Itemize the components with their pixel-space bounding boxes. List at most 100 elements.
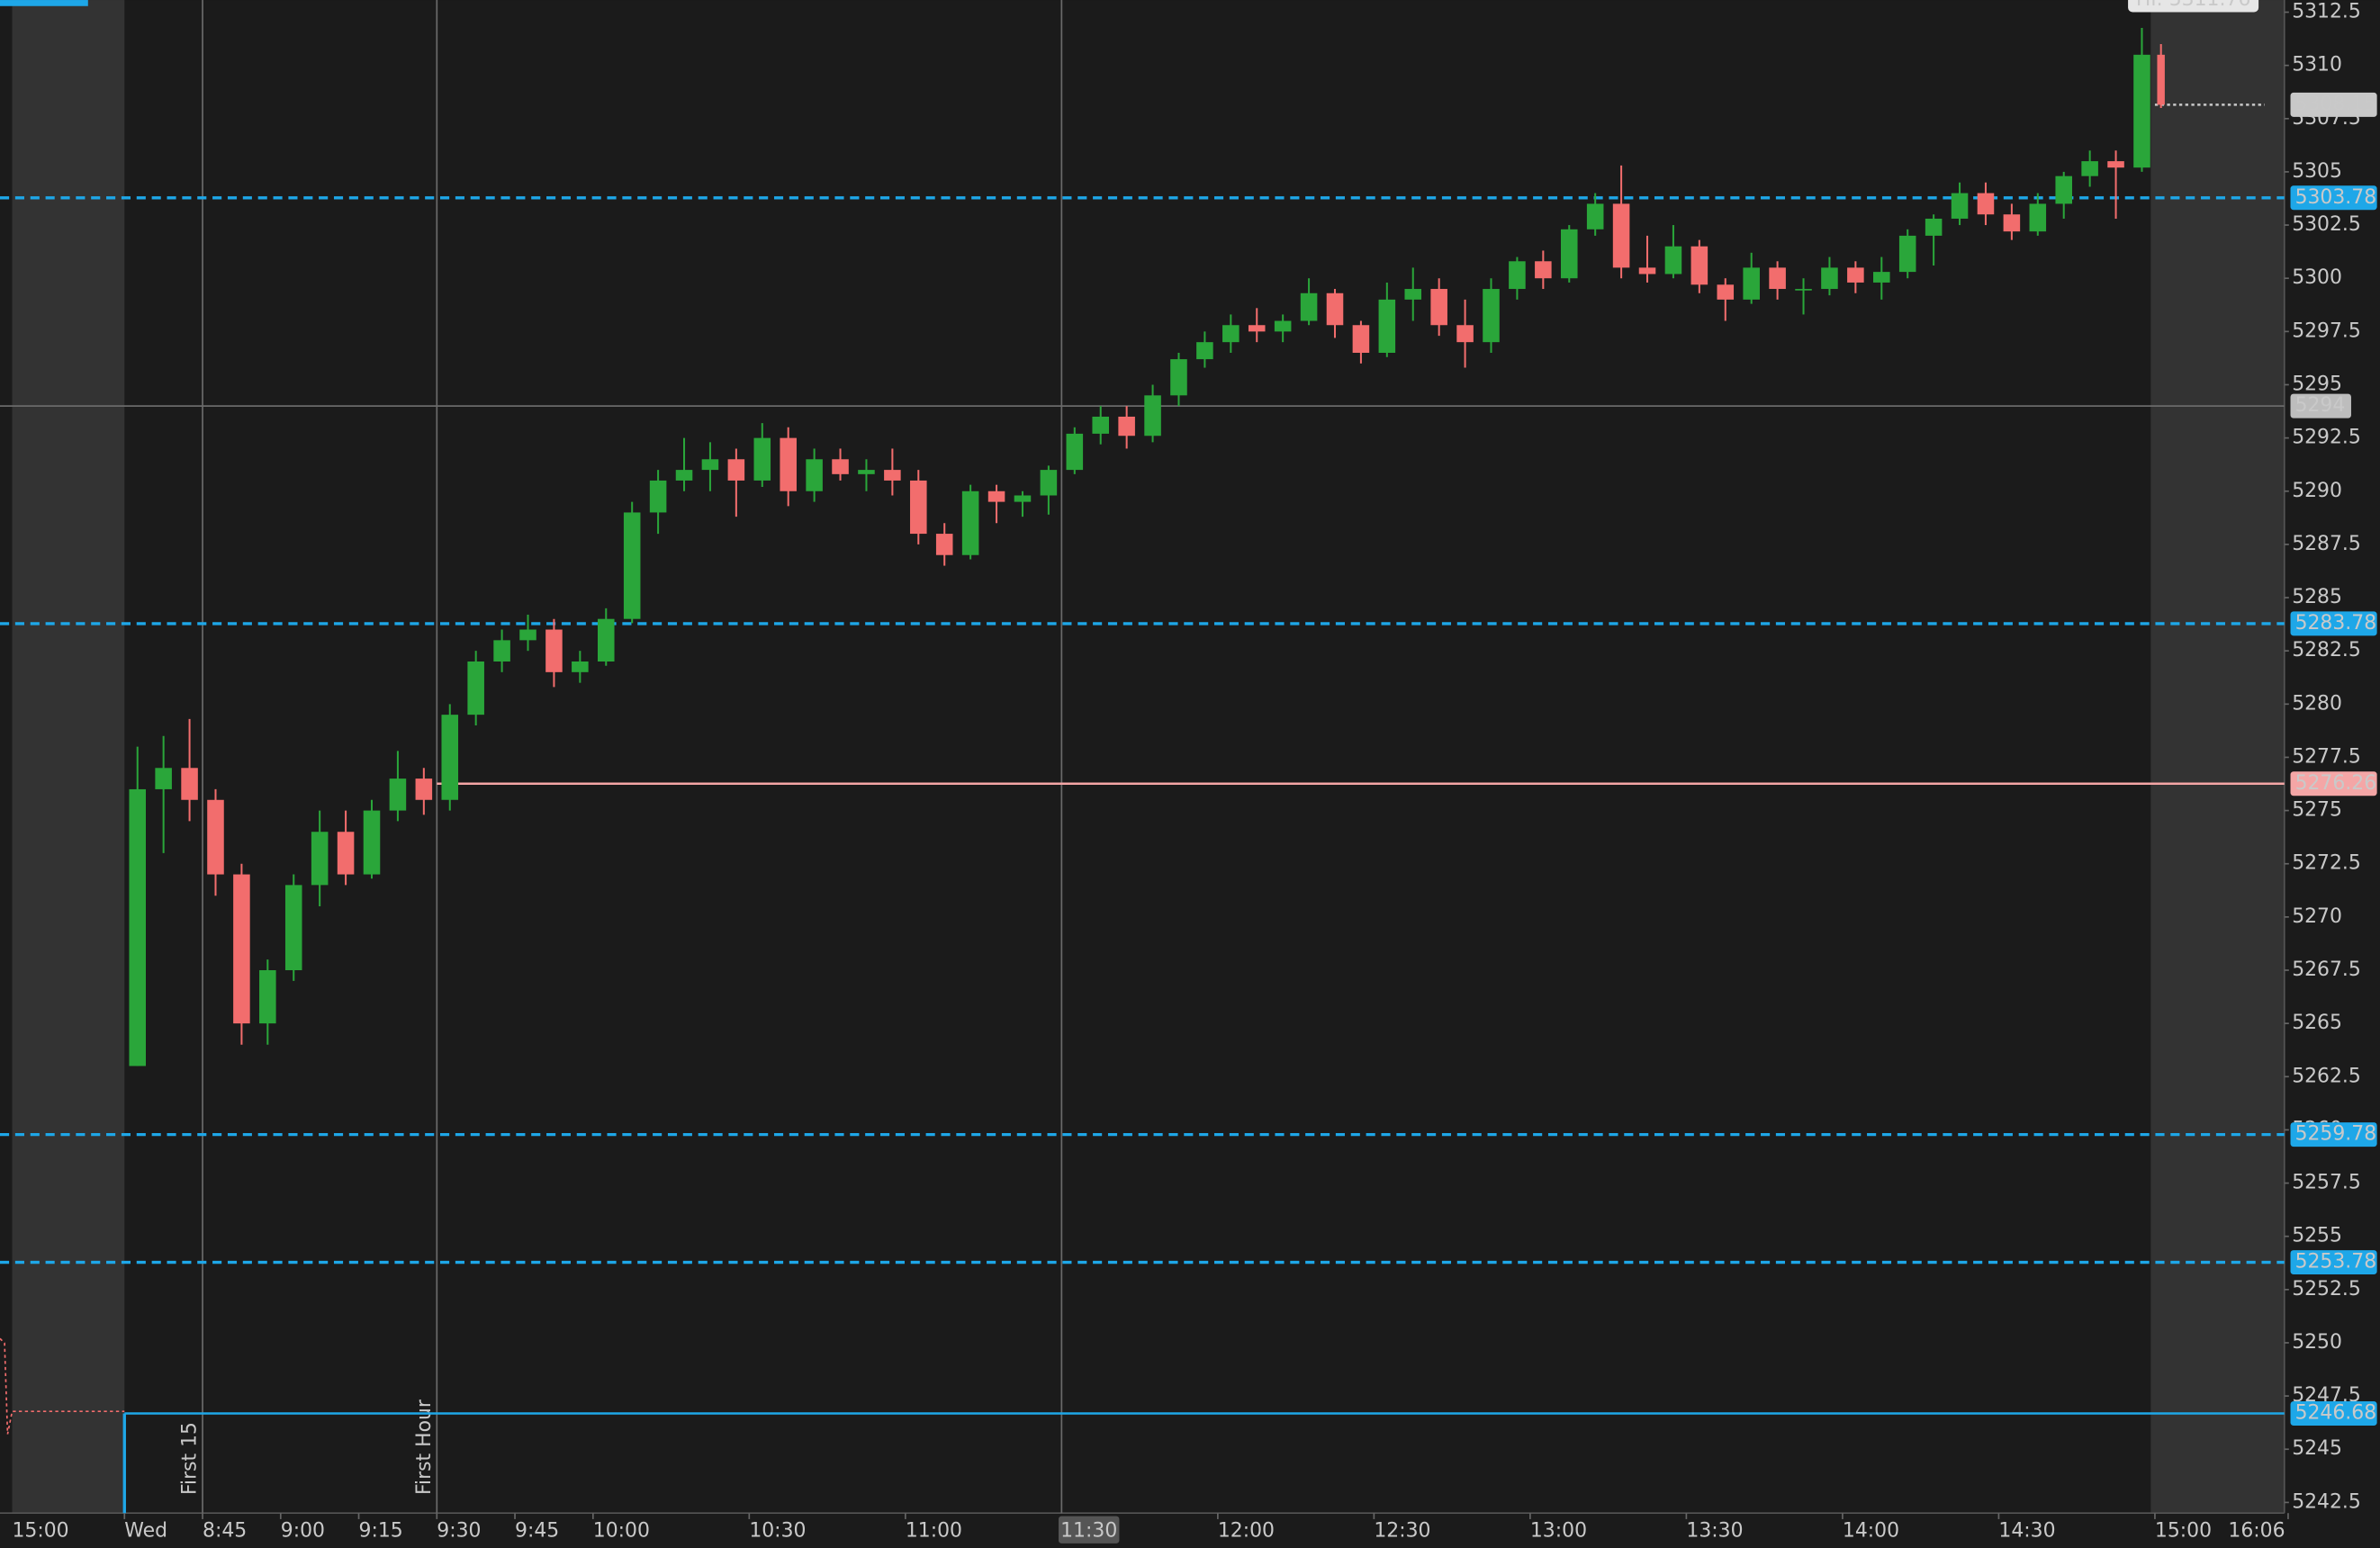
candle-body — [597, 618, 615, 662]
price-bubble-label: 5259.78 — [2295, 1123, 2377, 1146]
x-tick-label: Wed — [124, 1519, 167, 1542]
candle-body — [1717, 284, 1735, 300]
candle-body — [1847, 267, 1864, 283]
crosshair-x-bubble — [1058, 1516, 1120, 1544]
candle-body — [2029, 203, 2047, 232]
x-tick-label: 12:00 — [1218, 1519, 1275, 1542]
y-tick-label: 5245 — [2292, 1437, 2342, 1460]
y-tick-label: 5242.5 — [2292, 1490, 2361, 1513]
candle-body — [1300, 292, 1318, 321]
candle-body — [623, 512, 641, 619]
candle-body — [858, 470, 875, 474]
x-tick-label: 12:30 — [1374, 1519, 1430, 1542]
candle-body — [1560, 229, 1578, 279]
candle-body — [1456, 325, 1474, 343]
y-tick-label: 5272.5 — [2292, 852, 2361, 875]
price-bubble — [2290, 771, 2377, 796]
candle-body — [545, 629, 563, 672]
x-tick-label: 9:00 — [281, 1519, 325, 1542]
price-bubble — [2290, 1122, 2377, 1148]
candle-body — [1925, 218, 1943, 236]
y-tick-label: 5285 — [2292, 586, 2342, 608]
candle-body — [1535, 261, 1552, 279]
candle-body — [155, 768, 172, 789]
y-tick-label: 5300 — [2292, 266, 2342, 289]
y-tick-label: 5255 — [2292, 1225, 2342, 1247]
candle-body — [1430, 289, 1447, 326]
candle-body — [207, 799, 224, 875]
price-bubble-label: 5283.78 — [2295, 612, 2377, 634]
y-tick-label: 5290 — [2292, 480, 2342, 502]
candle-body — [1795, 289, 1812, 291]
candle-body — [1404, 289, 1422, 300]
candle-body — [1690, 246, 1708, 285]
y-tick-label: 5295 — [2292, 373, 2342, 395]
candle-body — [1821, 267, 1838, 290]
high-annotation: Hi: 5311.76 — [2136, 0, 2251, 11]
candle-body — [727, 459, 745, 481]
candle-body — [1378, 299, 1396, 354]
x-tick-label: 11:00 — [906, 1519, 962, 1542]
candle-body — [1222, 325, 1240, 343]
candle-body — [935, 534, 953, 555]
price-bubble-label: 5303.78 — [2295, 186, 2377, 209]
candle-body — [337, 832, 355, 875]
candle-body — [1664, 246, 1682, 274]
candle-body — [441, 715, 459, 800]
price-bubble-label: 5276.26 — [2295, 772, 2377, 795]
price-bubble — [2290, 185, 2377, 211]
candle-body — [1898, 235, 1916, 273]
candle-body — [987, 490, 1005, 502]
candle-body — [910, 480, 927, 535]
x-tick-label: 15:00 — [2155, 1519, 2212, 1542]
x-tick-label: 10:30 — [749, 1519, 806, 1542]
y-tick-label: 5277.5 — [2292, 745, 2361, 768]
x-tick-label: 10:00 — [593, 1519, 650, 1542]
price-bubble-label: 5308.15 — [2295, 93, 2377, 115]
x-tick-label: 9:30 — [437, 1519, 481, 1542]
candle-body — [1483, 289, 1500, 343]
candle-body — [519, 629, 536, 641]
candle-body — [572, 662, 589, 672]
candle-body — [1118, 416, 1135, 436]
x-tick-label: 15:00 — [12, 1519, 68, 1542]
price-bubble — [2290, 1250, 2377, 1275]
y-tick-label: 5282.5 — [2292, 639, 2361, 662]
y-tick-label: 5312.5 — [2292, 1, 2361, 23]
candle-body — [753, 437, 771, 481]
candle-body — [311, 832, 329, 886]
marker-label: First Hour — [413, 1400, 436, 1495]
candle-body — [1586, 203, 1604, 230]
x-tick-label: 13:30 — [1686, 1519, 1743, 1542]
candle-body — [1248, 325, 1266, 332]
candle-body — [675, 470, 693, 481]
candle-body — [233, 874, 250, 1024]
y-tick-label: 5257.5 — [2292, 1172, 2361, 1194]
candle-body — [2107, 161, 2124, 168]
candle-body — [780, 437, 797, 491]
x-tick-label: 14:00 — [1843, 1519, 1899, 1542]
crosshair-x-label: 11:30 — [1060, 1519, 1117, 1542]
candle-body — [1951, 193, 1969, 219]
candle-body — [1352, 325, 1370, 354]
candle-body — [284, 885, 302, 971]
candle-body — [1170, 359, 1187, 396]
price-bubble — [2290, 92, 2377, 117]
x-tick-label: 9:15 — [359, 1519, 403, 1542]
y-tick-label: 5252.5 — [2292, 1278, 2361, 1300]
y-tick-label: 5250 — [2292, 1331, 2342, 1354]
candle-body — [1092, 416, 1109, 434]
candle-body — [1743, 267, 1760, 300]
candle-body — [1977, 193, 1995, 215]
y-tick-label: 5287.5 — [2292, 533, 2361, 555]
y-tick-label: 5302.5 — [2292, 213, 2361, 236]
candle-body — [259, 970, 276, 1024]
x-tick-label: 9:45 — [515, 1519, 559, 1542]
afterhours-shade — [2150, 0, 2285, 1514]
y-tick-label: 5297.5 — [2292, 320, 2361, 342]
x-tick-label: 8:45 — [203, 1519, 247, 1542]
candle-body — [493, 640, 510, 662]
